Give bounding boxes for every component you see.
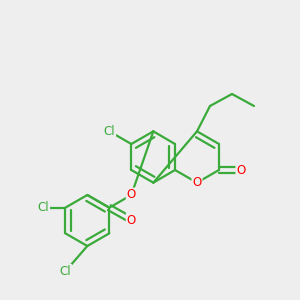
Text: Cl: Cl bbox=[38, 201, 49, 214]
Text: Cl: Cl bbox=[59, 265, 71, 278]
Text: Cl: Cl bbox=[103, 125, 115, 138]
Text: O: O bbox=[192, 176, 202, 189]
Text: O: O bbox=[127, 214, 136, 226]
Text: O: O bbox=[127, 188, 136, 202]
Text: O: O bbox=[236, 164, 246, 176]
